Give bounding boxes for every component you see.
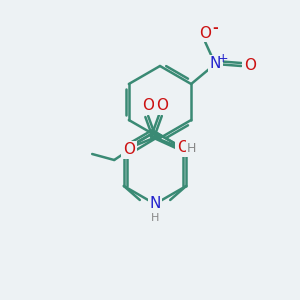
Text: +: + bbox=[218, 52, 229, 65]
Text: H: H bbox=[151, 213, 159, 223]
Text: O: O bbox=[142, 98, 154, 113]
Text: H: H bbox=[187, 142, 196, 154]
Text: N: N bbox=[149, 196, 161, 211]
Text: N: N bbox=[209, 56, 221, 71]
Text: O: O bbox=[156, 98, 168, 113]
Text: O: O bbox=[244, 58, 256, 74]
Text: -: - bbox=[212, 21, 218, 35]
Text: O: O bbox=[199, 26, 211, 40]
Text: O: O bbox=[177, 140, 189, 155]
Text: O: O bbox=[123, 142, 135, 158]
